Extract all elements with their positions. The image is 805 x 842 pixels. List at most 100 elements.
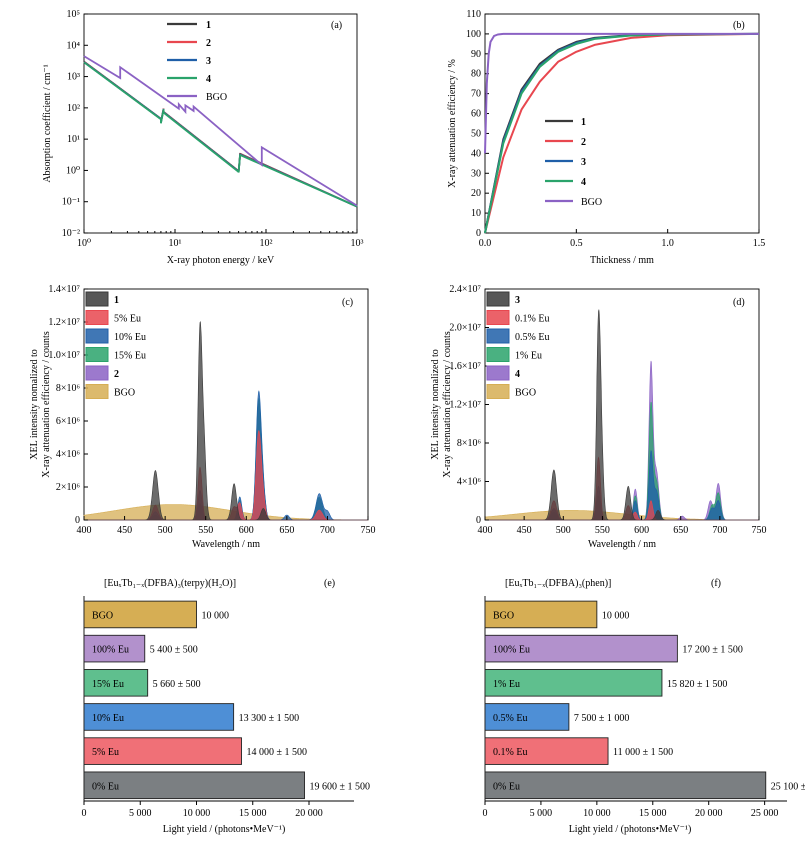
x-tick-label: 500 bbox=[556, 525, 571, 536]
y-tick-label: 10⁰ bbox=[66, 165, 80, 176]
y-tick-label: 10³ bbox=[67, 72, 80, 83]
y-tick-label: 10¹ bbox=[67, 134, 80, 145]
x-axis-label: Light yield / (photons•MeV⁻¹) bbox=[163, 824, 286, 835]
bar-category-label: BGO bbox=[92, 610, 113, 621]
bar-category-label: 100% Eu bbox=[493, 645, 530, 656]
bar bbox=[83, 634, 146, 663]
y-tick-label: 20 bbox=[471, 188, 481, 199]
bar bbox=[484, 669, 663, 697]
spectrum-area bbox=[84, 321, 368, 521]
legend-label: 4 bbox=[515, 369, 520, 380]
x-tick-label: 0.5 bbox=[570, 238, 583, 249]
y-tick-label: 6×10⁶ bbox=[56, 416, 81, 427]
series-line bbox=[484, 32, 760, 234]
bar bbox=[83, 771, 305, 800]
legend-label: 15% Eu bbox=[114, 351, 146, 362]
x-tick-label: 10³ bbox=[351, 238, 364, 249]
y-tick-label: 10⁻² bbox=[62, 228, 80, 239]
y-axis-label: X-ray attenuation efficiency / counts bbox=[442, 331, 453, 478]
y-axis-label: X-ray attenuation efficiency / % bbox=[447, 59, 458, 188]
y-tick-label: 10⁴ bbox=[67, 40, 81, 51]
x-tick-label: 1.0 bbox=[661, 238, 674, 249]
series-line bbox=[83, 61, 358, 208]
spectrum-area bbox=[84, 397, 368, 521]
legend-swatch bbox=[85, 365, 109, 381]
x-tick-label: 10² bbox=[260, 238, 273, 249]
plot-frame bbox=[484, 13, 760, 234]
series-line bbox=[83, 61, 358, 208]
y-tick-label: 30 bbox=[471, 168, 481, 179]
bar-category-label: 0% Eu bbox=[92, 781, 119, 792]
x-axis-label: Thickness / mm bbox=[590, 255, 654, 266]
bar-value-label: 10 000 bbox=[202, 610, 230, 621]
y-tick-label: 10² bbox=[67, 103, 80, 114]
y-tick-label: 10 bbox=[471, 208, 481, 219]
bar-category-label: 0.5% Eu bbox=[493, 713, 527, 724]
legend-label: BGO bbox=[581, 197, 602, 208]
legend-label: 1% Eu bbox=[515, 351, 542, 362]
x-tick-label: 10⁰ bbox=[77, 238, 91, 249]
x-axis-label: Light yield / (photons•MeV⁻¹) bbox=[569, 824, 692, 835]
x-axis-label: Wavelength / nm bbox=[588, 539, 656, 550]
legend-label: 3 bbox=[206, 56, 211, 67]
x-tick-label: 0.0 bbox=[479, 238, 492, 249]
panel-d: 400 450 500 550 600 650 700 750 0 4×10⁶ 8×10⁶ 1.2×1… bbox=[430, 284, 767, 550]
bar-value-label: 17 200 ± 1 500 bbox=[682, 645, 743, 656]
bar bbox=[484, 634, 678, 663]
x-tick-label: 15 000 bbox=[639, 808, 667, 819]
y-tick-label: 2×10⁶ bbox=[56, 482, 81, 493]
y-tick-label: 8×10⁶ bbox=[457, 438, 482, 449]
legend-swatch bbox=[486, 384, 510, 399]
y-tick-label: 10⁵ bbox=[67, 9, 81, 20]
bar-category-label: BGO bbox=[493, 610, 514, 621]
y-tick-label: 4×10⁶ bbox=[56, 449, 81, 460]
series-line bbox=[484, 32, 759, 154]
bar-value-label: 19 600 ± 1 500 bbox=[310, 781, 371, 792]
x-tick-label: 400 bbox=[77, 525, 92, 536]
bar bbox=[484, 703, 570, 731]
x-tick-label: 10 000 bbox=[183, 808, 211, 819]
legend-label: 1 bbox=[206, 20, 211, 31]
bar bbox=[484, 737, 609, 765]
chart-title: [EuₓTb₁₋ₓ(DFBA)₃(phen)] bbox=[505, 578, 611, 589]
x-tick-label: 600 bbox=[239, 525, 254, 536]
legend-label: 10% Eu bbox=[114, 332, 146, 343]
bar-value-label: 11 000 ± 1 500 bbox=[613, 747, 673, 758]
legend-swatch bbox=[486, 347, 510, 362]
panel-label: (d) bbox=[733, 297, 745, 308]
bar-value-label: 10 000 bbox=[602, 610, 630, 621]
series-line bbox=[83, 60, 358, 208]
x-tick-label: 500 bbox=[158, 525, 173, 536]
y-tick-label: 1.2×10⁷ bbox=[48, 317, 80, 328]
bar-value-label: 7 500 ± 1 000 bbox=[574, 713, 630, 724]
x-tick-label: 0 bbox=[483, 808, 488, 819]
panel-b: 0.0 0.5 1.0 1.5 0 10 20 30 40 50 60 70 80 90 100 110 Thi… bbox=[447, 9, 765, 266]
x-tick-label: 10 000 bbox=[583, 808, 611, 819]
y-tick-label: 1.4×10⁷ bbox=[48, 284, 80, 295]
x-tick-label: 700 bbox=[320, 525, 335, 536]
y-tick-label: 8×10⁶ bbox=[56, 383, 81, 394]
legend-swatch bbox=[486, 291, 510, 307]
y-axis-label: Absorption coefficient / cm⁻¹ bbox=[42, 64, 53, 182]
x-tick-label: 5 000 bbox=[530, 808, 553, 819]
y-tick-label: 50 bbox=[471, 128, 481, 139]
legend-swatch bbox=[85, 328, 109, 344]
y-axis-label: X-ray attenuation efficiency / counts bbox=[41, 331, 52, 478]
series-line bbox=[484, 32, 760, 234]
y-tick-label: 80 bbox=[471, 69, 481, 80]
y-tick-label: 100 bbox=[466, 29, 481, 40]
x-tick-label: 5 000 bbox=[129, 808, 152, 819]
x-axis-label: X-ray photon energy / keV bbox=[167, 255, 275, 266]
y-axis-label: XEL intensity nomalized to bbox=[430, 349, 441, 459]
x-tick-label: 450 bbox=[517, 525, 532, 536]
legend-label: 3 bbox=[515, 295, 520, 306]
x-tick-label: 0 bbox=[82, 808, 87, 819]
panel-c: 400 450 500 550 600 650 700 750 0 2×10⁶ 4×10⁶ 6×10⁶… bbox=[29, 284, 376, 550]
legend-label: 2 bbox=[114, 369, 119, 380]
x-tick-label: 15 000 bbox=[239, 808, 267, 819]
x-tick-label: 750 bbox=[752, 525, 767, 536]
legend-label: BGO bbox=[114, 388, 135, 399]
panel-a: 10⁰ 10¹ 10² 10³ 10⁻² 10⁻¹ 10⁰ 10¹ 10² 10³ 10⁴ 10⁵ X-… bbox=[42, 9, 364, 266]
spectrum-area bbox=[84, 402, 368, 521]
